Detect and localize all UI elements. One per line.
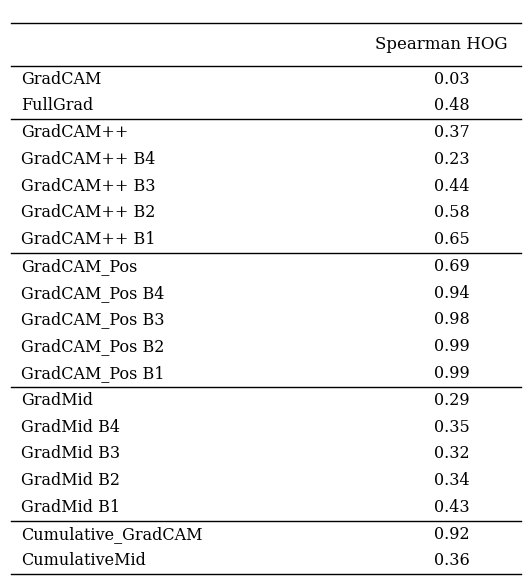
Text: GradCAM++ B1: GradCAM++ B1	[21, 231, 156, 248]
Text: GradCAM_Pos B3: GradCAM_Pos B3	[21, 311, 165, 329]
Text: 0.92: 0.92	[435, 526, 470, 543]
Text: 0.58: 0.58	[434, 205, 470, 222]
Text: GradMid: GradMid	[21, 392, 93, 409]
Text: GradCAM_Pos: GradCAM_Pos	[21, 258, 138, 275]
Text: GradCAM_Pos B1: GradCAM_Pos B1	[21, 365, 165, 382]
Text: 0.37: 0.37	[434, 124, 470, 141]
Text: 0.03: 0.03	[435, 70, 470, 87]
Text: Cumulative_GradCAM: Cumulative_GradCAM	[21, 526, 203, 543]
Text: 0.23: 0.23	[435, 151, 470, 168]
Text: GradMid B4: GradMid B4	[21, 418, 120, 435]
Text: GradCAM_Pos B2: GradCAM_Pos B2	[21, 338, 165, 355]
Text: 0.34: 0.34	[435, 472, 470, 489]
Text: 0.35: 0.35	[434, 418, 470, 435]
Text: GradCAM++ B3: GradCAM++ B3	[21, 178, 156, 195]
Text: 0.43: 0.43	[435, 499, 470, 516]
Text: 0.94: 0.94	[435, 285, 470, 302]
Text: CumulativeMid: CumulativeMid	[21, 553, 146, 570]
Text: FullGrad: FullGrad	[21, 97, 94, 114]
Text: GradMid B3: GradMid B3	[21, 445, 120, 462]
Text: 0.69: 0.69	[434, 258, 470, 275]
Text: 0.48: 0.48	[435, 97, 470, 114]
Text: Spearman HOG: Spearman HOG	[375, 36, 508, 53]
Text: 0.36: 0.36	[434, 553, 470, 570]
Text: GradMid B2: GradMid B2	[21, 472, 120, 489]
Text: GradCAM++ B4: GradCAM++ B4	[21, 151, 156, 168]
Text: GradCAM++ B2: GradCAM++ B2	[21, 205, 156, 222]
Text: GradCAM_Pos B4: GradCAM_Pos B4	[21, 285, 165, 302]
Text: 0.99: 0.99	[434, 338, 470, 355]
Text: 0.44: 0.44	[435, 178, 470, 195]
Text: GradCAM++: GradCAM++	[21, 124, 129, 141]
Text: 0.65: 0.65	[434, 231, 470, 248]
Text: GradMid B1: GradMid B1	[21, 499, 120, 516]
Text: 0.32: 0.32	[435, 445, 470, 462]
Text: 0.29: 0.29	[435, 392, 470, 409]
Text: GradCAM: GradCAM	[21, 70, 102, 87]
Text: 0.99: 0.99	[434, 365, 470, 382]
Text: 0.98: 0.98	[434, 311, 470, 329]
